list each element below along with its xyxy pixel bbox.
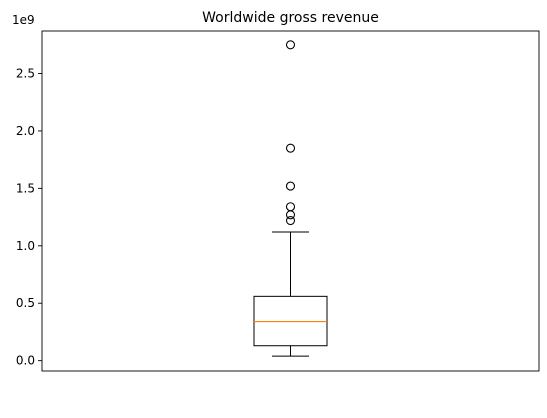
- y-tick-label: 0.0: [16, 354, 35, 368]
- plot-background: [42, 31, 539, 371]
- y-tick-label: 2.0: [16, 124, 35, 138]
- chart-title: Worldwide gross revenue: [202, 10, 379, 26]
- y-tick-label: 1.0: [16, 239, 35, 253]
- y-axis: 0.0 0.5 1.0 1.5 2.0 2.5: [16, 67, 42, 368]
- y-tick-label: 2.5: [16, 67, 35, 81]
- y-tick-label: 1.5: [16, 181, 35, 195]
- y-scale-label: 1e9: [12, 13, 35, 27]
- y-tick-label: 0.5: [16, 296, 35, 310]
